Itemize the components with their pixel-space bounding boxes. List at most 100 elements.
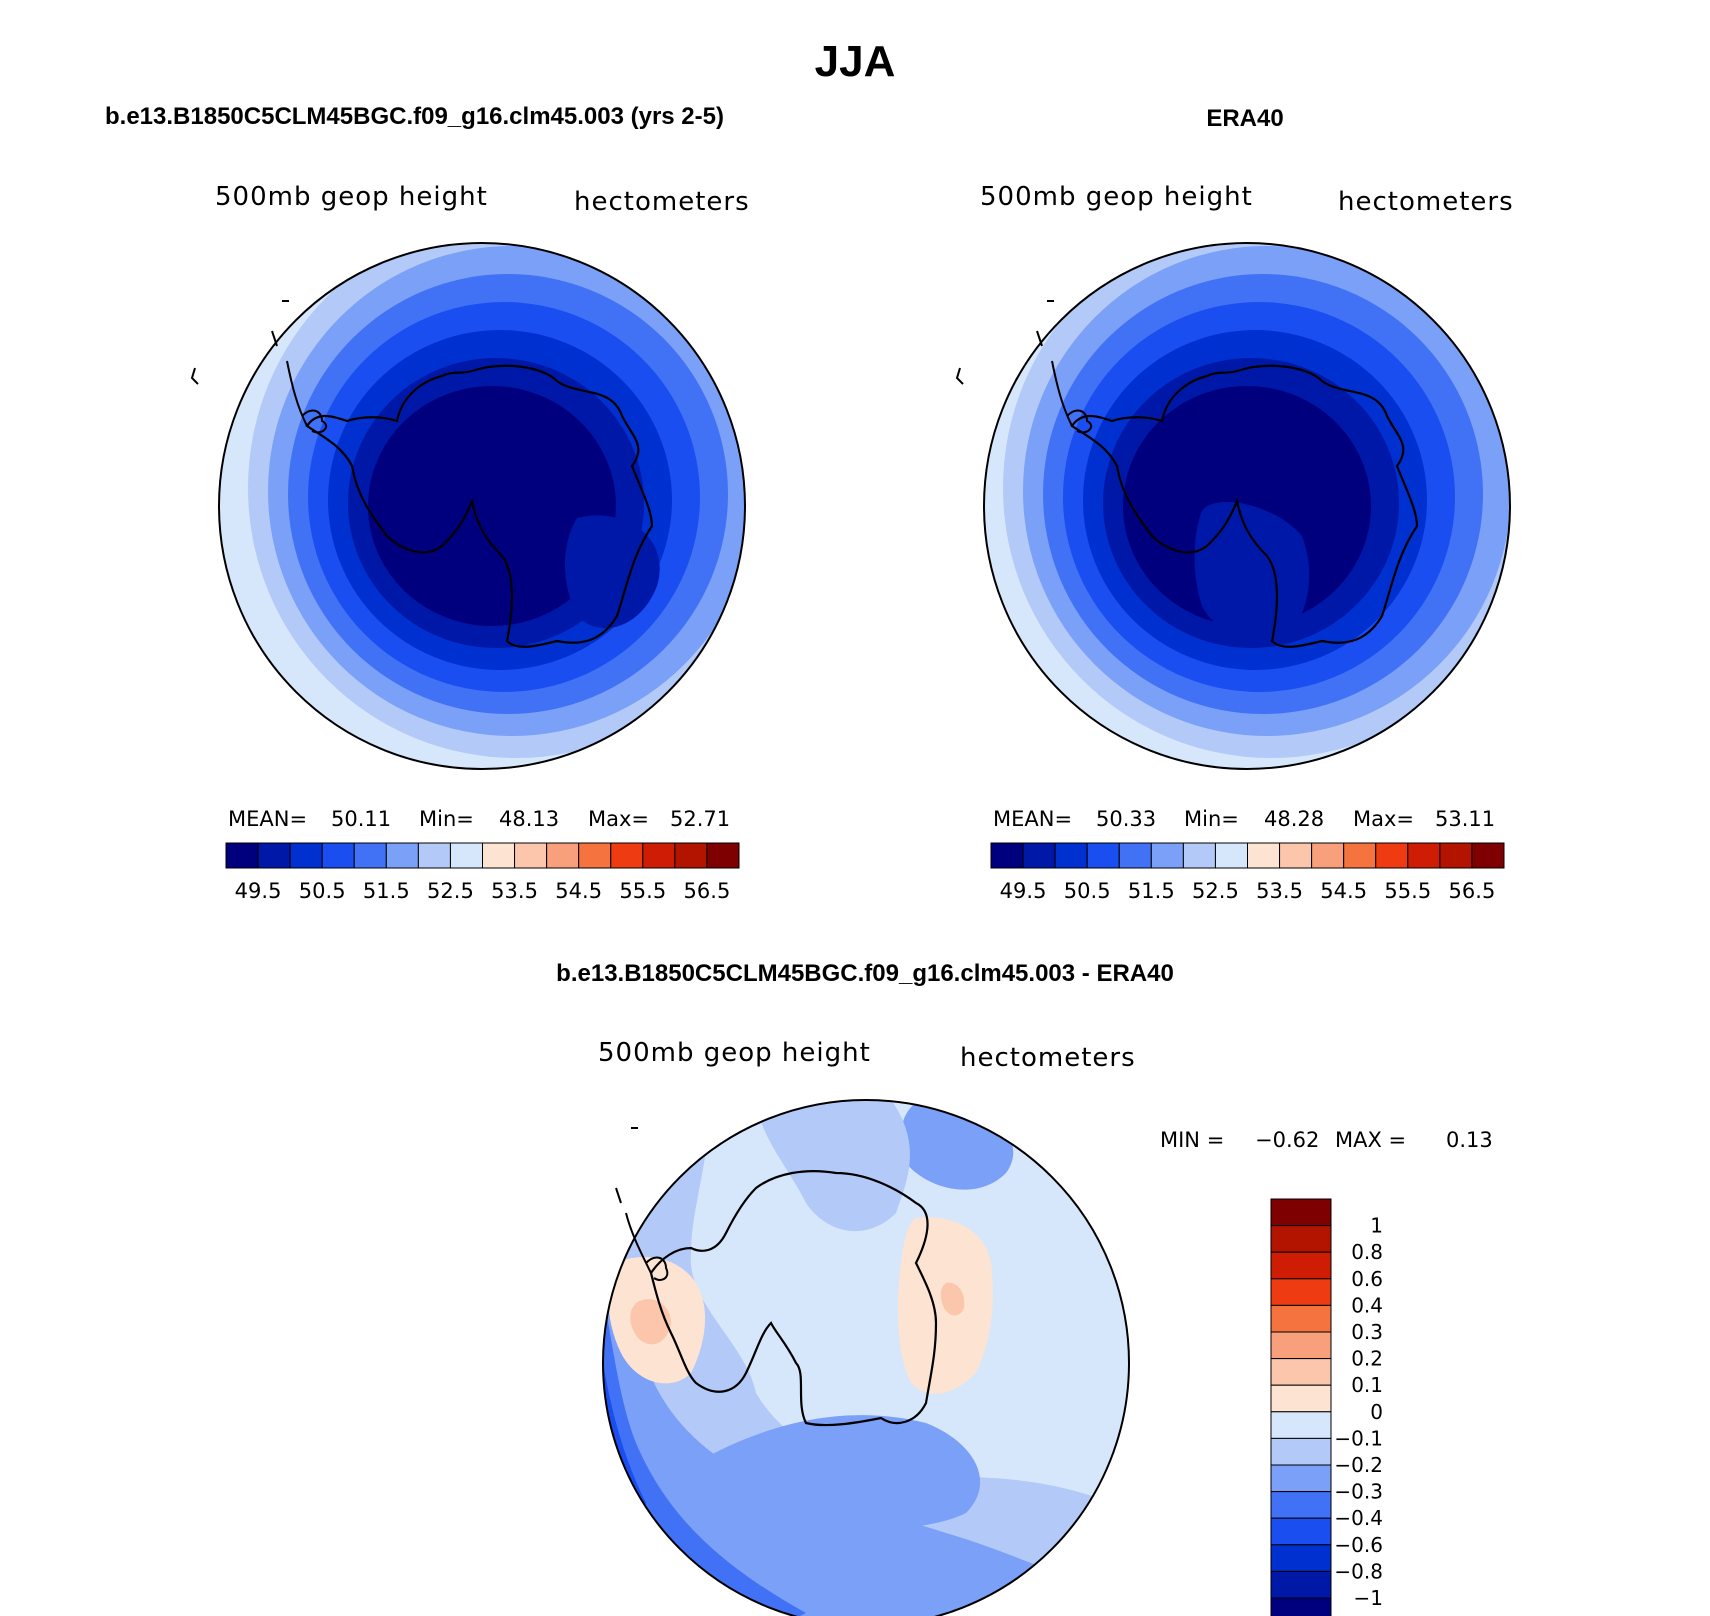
panel-model-units: hectometers <box>574 187 750 217</box>
colorbar-box <box>1270 1464 1332 1493</box>
colorbar-tick-label: 52.5 <box>1192 879 1239 903</box>
colorbar-tick-label: 51.5 <box>363 879 410 903</box>
colorbar-box <box>353 842 387 869</box>
diff-band-upper <box>756 1100 910 1231</box>
colorbar-box <box>1279 842 1313 869</box>
map-band-bulge <box>1194 501 1310 640</box>
colorbar-box <box>1247 842 1281 869</box>
panel-model-stats: MEAN= 50.11 Min= 48.13 Max= 52.71 <box>228 807 730 831</box>
map-border <box>983 242 1511 770</box>
colorbar-box <box>1270 1331 1332 1360</box>
colorbar-box <box>642 842 676 869</box>
mean-label: MEAN= <box>228 807 307 831</box>
colorbar-tick-label: 53.5 <box>491 879 538 903</box>
colorbar-box <box>1270 1225 1332 1253</box>
colorbar-tick-label: −0.6 <box>1334 1533 1383 1557</box>
colorbar-box <box>1270 1251 1332 1280</box>
min-value: 48.13 <box>499 807 559 831</box>
colorbar-box <box>514 842 548 869</box>
colorbar-box <box>417 842 451 869</box>
colorbar-box <box>1214 842 1248 869</box>
min-label: Min= <box>419 807 474 831</box>
colorbar-tick-label: 0.8 <box>1351 1240 1383 1264</box>
colorbar-box <box>1471 842 1505 869</box>
colorbar-tick-label: 0 <box>1370 1400 1383 1424</box>
diff-positive-right-core <box>940 1282 965 1316</box>
max-label: Max= <box>1353 807 1414 831</box>
colorbar-tick-label: 52.5 <box>427 879 474 903</box>
panel-model-variable: 500mb geop height <box>215 182 488 212</box>
colorbar-box <box>706 842 740 869</box>
colorbar-box <box>257 842 291 869</box>
max-label: Max= <box>588 807 649 831</box>
colorbar-tick-label: 0.1 <box>1351 1373 1383 1397</box>
colorbar-tick-label: 51.5 <box>1128 879 1175 903</box>
colorbar-tick-label: 56.5 <box>1449 879 1496 903</box>
min-value: 48.28 <box>1264 807 1324 831</box>
mean-label: MEAN= <box>993 807 1072 831</box>
panel-diff-units: hectometers <box>960 1043 1136 1073</box>
colorbar-box <box>385 842 419 869</box>
panel-diff-title: b.e13.B1850C5CLM45BGC.f09_g16.clm45.003 … <box>556 960 1174 987</box>
panel-era40-stats: MEAN= 50.33 Min= 48.28 Max= 53.11 <box>993 807 1495 831</box>
colorbar-box <box>1375 842 1409 869</box>
colorbar-box <box>1270 1411 1332 1439</box>
colorbar-tick-label: −0.3 <box>1334 1480 1383 1504</box>
antarctica-coastline <box>649 1170 938 1427</box>
mean-value: 50.33 <box>1096 807 1156 831</box>
south-america-tip <box>615 1127 638 1204</box>
panel-diff: b.e13.B1850C5CLM45BGC.f09_g16.clm45.003 … <box>556 960 1493 1616</box>
min-label: Min= <box>1184 807 1239 831</box>
colorbar-tick-label: 0.2 <box>1351 1347 1383 1371</box>
min-label: MIN = <box>1160 1128 1224 1152</box>
colorbar-tick-label: 54.5 <box>1320 879 1367 903</box>
colorbar-box <box>1343 842 1377 869</box>
colorbar-box <box>225 842 259 869</box>
antarctica-coastline <box>305 364 654 648</box>
colorbar-box <box>449 842 483 869</box>
panel-diff-variable: 500mb geop height <box>598 1038 871 1068</box>
colorbar-box <box>1270 1544 1332 1572</box>
colorbar-box <box>1270 1358 1332 1386</box>
antarctic-peninsula <box>625 1212 669 1281</box>
figure-title: JJA <box>815 37 896 86</box>
colorbar-tick-label: 49.5 <box>235 879 282 903</box>
mean-value: 50.11 <box>331 807 391 831</box>
map-border <box>218 242 746 770</box>
max-value: 0.13 <box>1446 1128 1493 1152</box>
colorbar-box <box>321 842 355 869</box>
colorbar-box <box>1270 1278 1332 1306</box>
colorbar-box <box>1270 1437 1332 1466</box>
panel-era40-title: ERA40 <box>1206 105 1283 132</box>
colorbar-tick-label: 55.5 <box>1384 879 1431 903</box>
antarctic-peninsula <box>286 360 328 434</box>
panel-model-colorbar: 49.5 50.5 51.5 52.5 53.5 54.5 55.5 56.5 <box>225 842 740 903</box>
colorbar-box <box>1150 842 1184 869</box>
colorbar-box <box>1270 1570 1332 1599</box>
map-band <box>368 386 616 626</box>
colorbar-tick-label: 50.5 <box>1064 879 1111 903</box>
colorbar-tick-label: −0.2 <box>1334 1453 1383 1477</box>
colorbar-tick-label: 49.5 <box>1000 879 1047 903</box>
colorbar-box <box>1270 1517 1332 1546</box>
colorbar-box <box>1054 842 1088 869</box>
colorbar-box <box>482 842 516 869</box>
panel-model-map <box>190 242 746 770</box>
colorbar-box <box>1022 842 1056 869</box>
map-band-bulge <box>564 515 660 629</box>
max-value: 53.11 <box>1435 807 1495 831</box>
colorbar-box <box>1439 842 1473 869</box>
colorbar-box <box>1270 1597 1332 1616</box>
panel-diff-colorbar: 10.8 0.60.4 0.3 0.20.1 0−0.1 −0.2 −0.3−0.4 −0.6… <box>1270 1198 1383 1616</box>
panel-era40-units: hectometers <box>1338 187 1514 217</box>
panel-era40-colorbar: 49.5 50.5 51.5 52.5 53.5 54.5 55.5 56.5 <box>990 842 1505 903</box>
colorbar-box <box>1270 1198 1332 1227</box>
colorbar-tick-label: 0.3 <box>1351 1320 1383 1344</box>
colorbar-box <box>990 842 1024 869</box>
panel-model: b.e13.B1850C5CLM45BGC.f09_g16.clm45.003 … <box>105 103 750 903</box>
colorbar-box <box>1118 842 1152 869</box>
max-label: MAX = <box>1335 1128 1406 1152</box>
colorbar-box <box>1086 842 1120 869</box>
colorbar-tick-label: 54.5 <box>555 879 602 903</box>
